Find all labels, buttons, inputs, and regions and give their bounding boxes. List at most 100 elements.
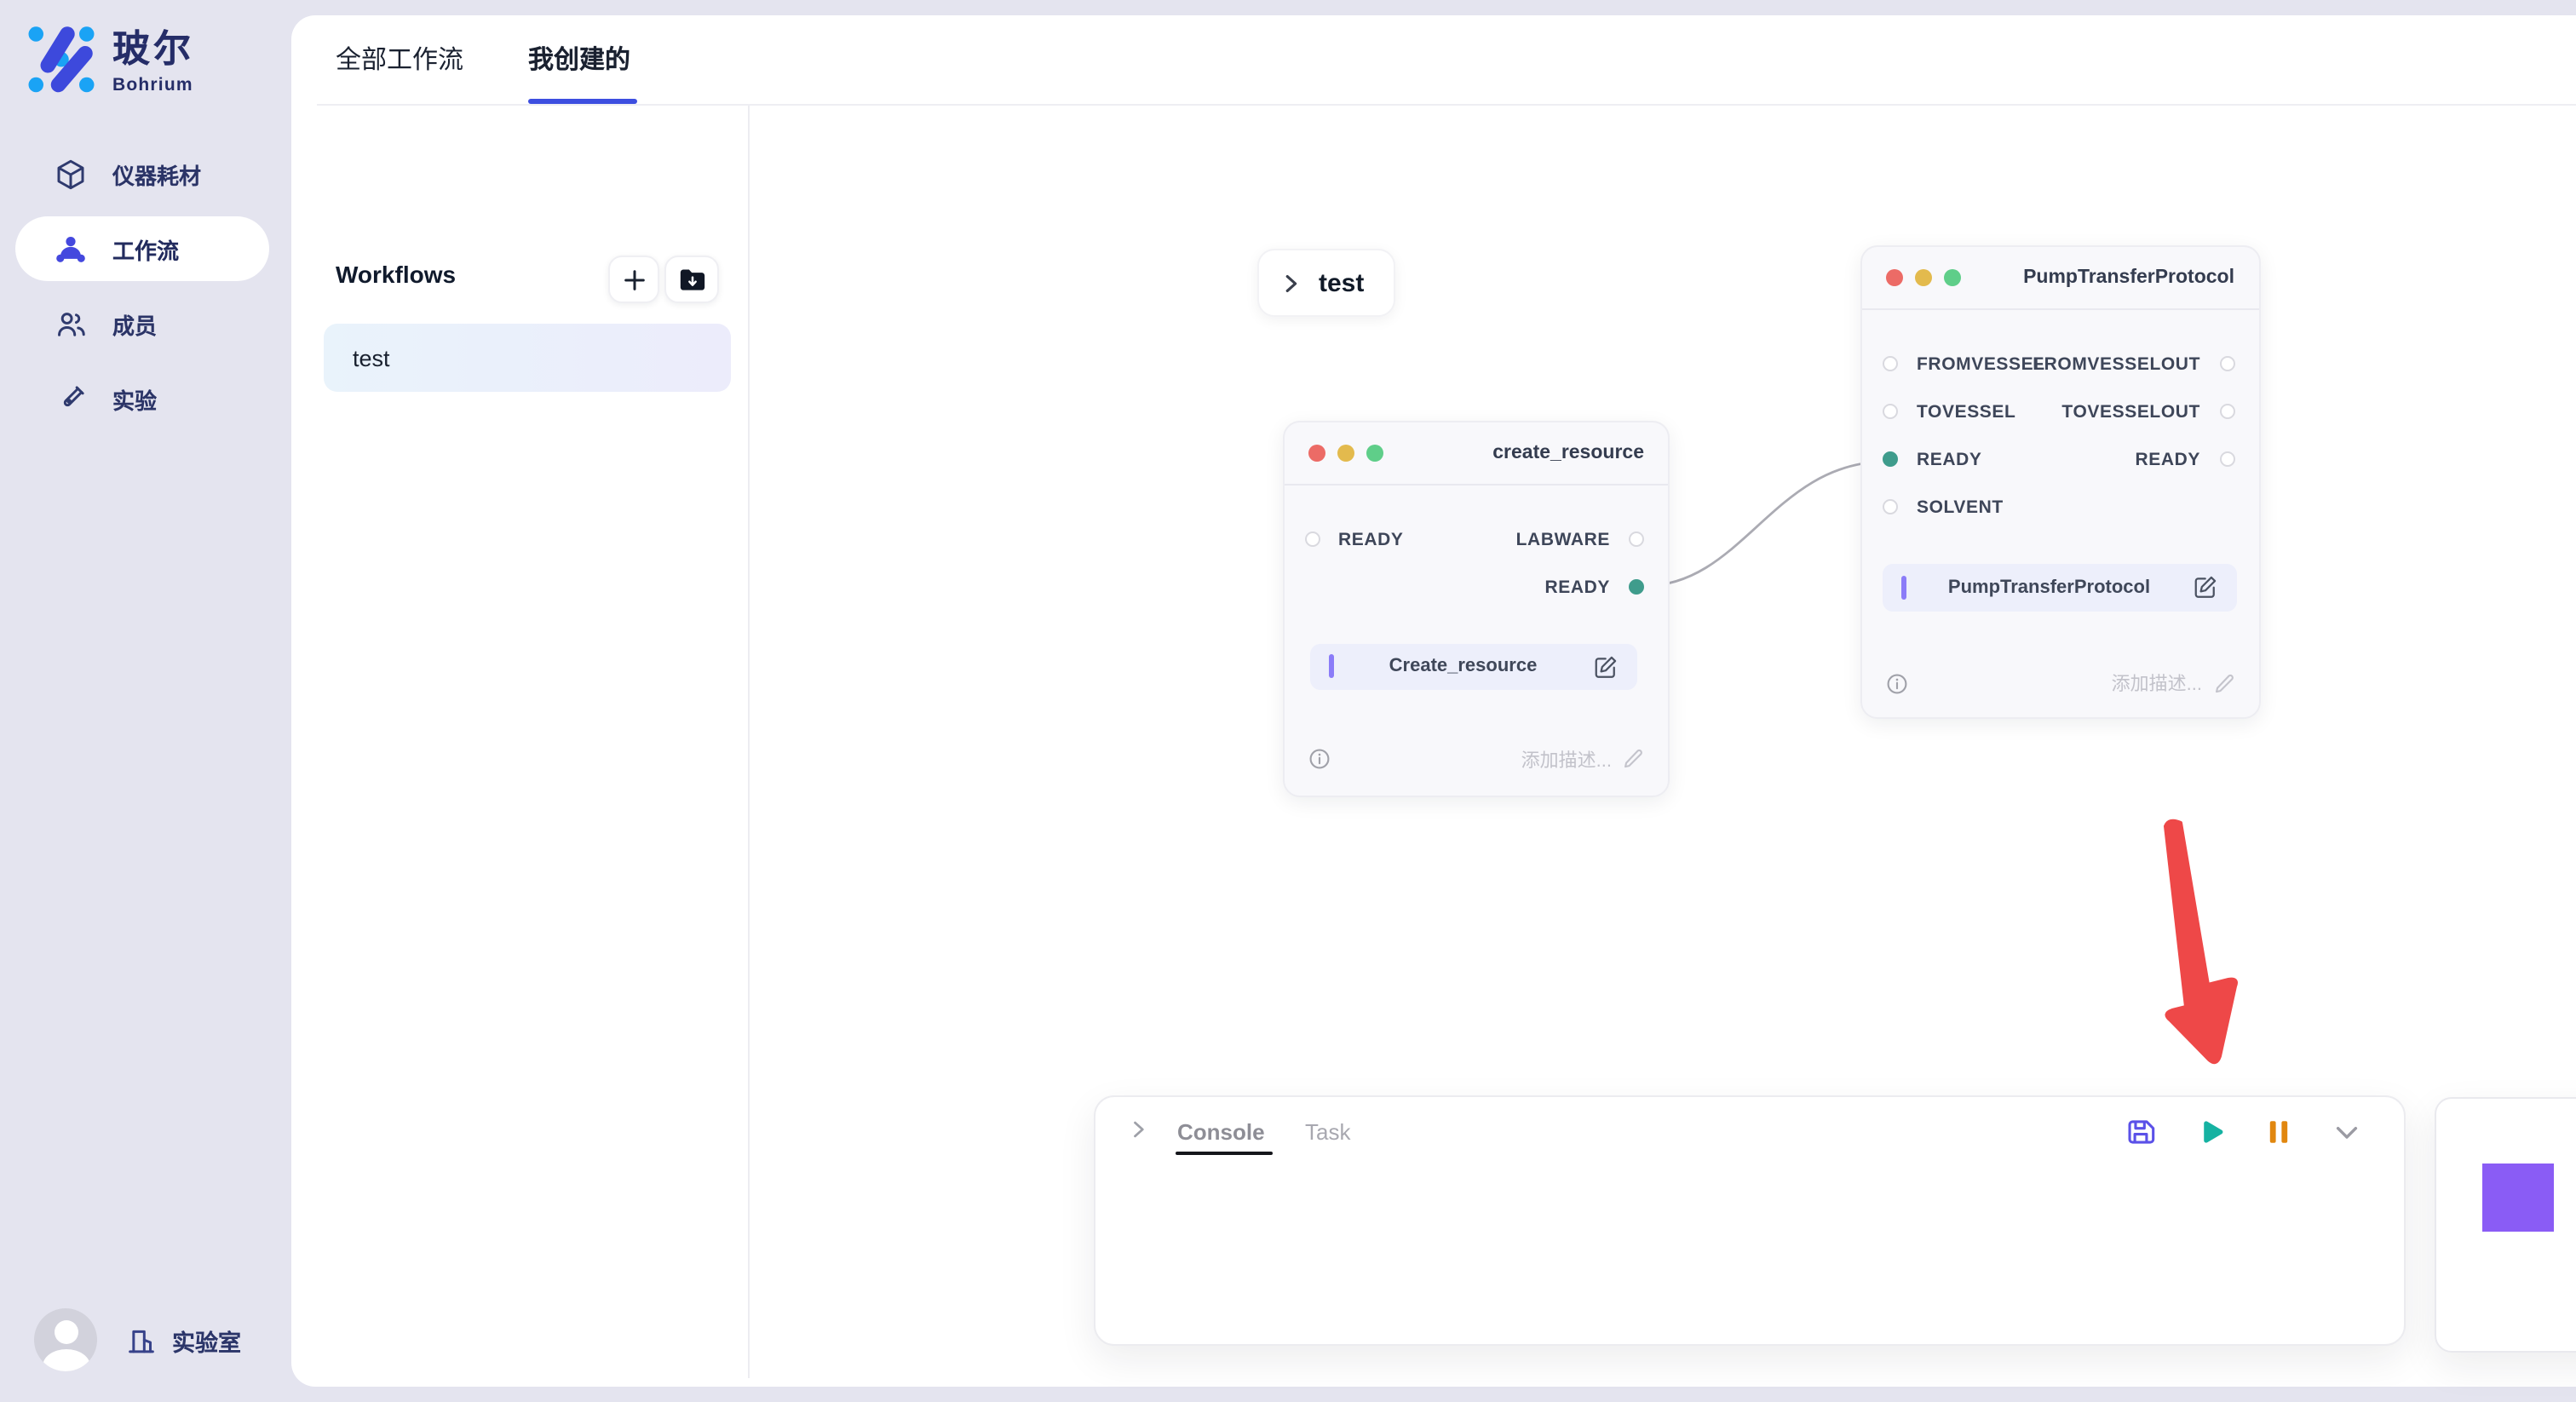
active-tab-indicator [528, 99, 637, 104]
pause-icon[interactable] [2264, 1116, 2293, 1148]
minimap[interactable] [2435, 1097, 2576, 1353]
app-sidebar: 玻尔 Bohrium 仪器耗材 工作流 [0, 0, 291, 1402]
dot-green-icon [1366, 444, 1383, 461]
node-create-resource[interactable]: create_resource READY LABWARE READY Crea… [1282, 420, 1670, 796]
workflows-panel: Workflows test [291, 106, 748, 1387]
console-tab[interactable]: Console [1177, 1119, 1265, 1145]
sidebar-item-workflow[interactable]: 工作流 [15, 216, 269, 281]
port-label: READY [1917, 450, 1982, 470]
description-placeholder: 添加描述... [1521, 750, 1612, 771]
workspace-switcher[interactable]: 实验室 [124, 1323, 241, 1357]
chevron-right-icon [1285, 273, 1297, 292]
tabbar-divider [317, 104, 2576, 106]
sidebar-item-members[interactable]: 成员 [15, 291, 269, 356]
red-annotation-arrow [2164, 819, 2238, 1065]
brand[interactable]: 玻尔 Bohrium [26, 19, 194, 95]
task-tab[interactable]: Task [1305, 1119, 1351, 1145]
sidebar-item-experiments[interactable]: 实验 [15, 366, 269, 431]
workflows-panel-title: Workflows [336, 261, 457, 288]
console-collapse-icon[interactable] [1126, 1118, 1150, 1141]
port-label: FROMVESSELOUT [2033, 354, 2200, 375]
edit-icon [1595, 656, 1617, 678]
port-label: TOVESSEL [1917, 402, 2016, 422]
breadcrumb-label: test [1319, 268, 1365, 297]
port-label: READY [2135, 450, 2200, 470]
node-title: PumpTransferProtocol [2023, 267, 2234, 288]
cursor-bar [1901, 575, 1906, 600]
minimap-node-create-resource [2482, 1164, 2553, 1232]
building-icon [124, 1323, 158, 1357]
port-label: FROMVESSEL [1917, 354, 2045, 375]
sidebar-item-label: 实验 [112, 388, 158, 413]
sidebar-item-label: 成员 [112, 313, 158, 338]
node-description-field[interactable]: 添加描述... [2112, 669, 2234, 697]
node-header[interactable]: PumpTransferProtocol [1862, 247, 2258, 310]
node-description-field[interactable]: 添加描述... [1521, 745, 1644, 773]
sidebar-item-instruments[interactable]: 仪器耗材 [15, 141, 269, 206]
folder-import-icon [679, 268, 704, 290]
brand-title: 玻尔 [112, 27, 195, 70]
main-panel: 全部工作流 我创建的 Workflows test [291, 15, 2576, 1387]
team-icon [53, 231, 89, 267]
port-label: SOLVENT [1917, 497, 2004, 518]
workflow-list-item-test[interactable]: test [324, 324, 731, 392]
pencil-icon [2215, 673, 2233, 692]
console-panel: Console Task [1094, 1095, 2406, 1346]
port-in-solvent[interactable] [1883, 499, 1898, 514]
port-label: TOVESSELOUT [2061, 402, 2200, 422]
node-action-button[interactable]: Create_resource [1309, 643, 1637, 690]
workspace-label: 实验室 [172, 1330, 241, 1355]
edge-create-resource-to-pump [1643, 460, 1887, 588]
port-in-ready[interactable] [1304, 531, 1320, 546]
node-action-label: PumpTransferProtocol [1947, 577, 2151, 598]
port-in-tovessel[interactable] [1883, 404, 1898, 419]
node-pump-transfer-protocol[interactable]: PumpTransferProtocol FROMVESSEL FROMVESS… [1860, 245, 2260, 719]
panel-divider [748, 106, 750, 1378]
port-out-fromvesselout[interactable] [2219, 356, 2234, 371]
add-workflow-button[interactable] [608, 256, 659, 303]
breadcrumb[interactable]: test [1257, 249, 1395, 317]
dot-yellow-icon [1337, 444, 1354, 461]
workflow-tabbar: 全部工作流 我创建的 [291, 15, 2576, 106]
node-action-label: Create_resource [1389, 656, 1538, 677]
port-out-labware[interactable] [1629, 531, 1644, 546]
bohrium-logo-icon [26, 21, 97, 93]
dot-red-icon [1886, 269, 1903, 286]
port-label: READY [1544, 577, 1610, 597]
brand-subtitle: Bohrium [112, 75, 193, 95]
console-active-indicator [1176, 1152, 1273, 1155]
description-placeholder: 添加描述... [2111, 675, 2202, 695]
pencil-icon [1624, 749, 1642, 768]
port-out-ready[interactable] [2219, 451, 2234, 467]
testtube-icon [53, 381, 89, 417]
chevron-down-icon[interactable] [2331, 1116, 2363, 1148]
port-out-tovesselout[interactable] [2219, 404, 2234, 419]
dot-yellow-icon [1915, 269, 1932, 286]
user-avatar[interactable] [34, 1308, 97, 1371]
tab-all-workflows[interactable]: 全部工作流 [336, 46, 464, 75]
node-header[interactable]: create_resource [1284, 422, 1668, 485]
cube-icon [53, 156, 89, 192]
port-in-ready[interactable] [1883, 451, 1898, 467]
edit-icon [2194, 577, 2216, 599]
import-folder-button[interactable] [664, 256, 719, 303]
cursor-bar [1328, 654, 1333, 679]
save-icon[interactable] [2125, 1116, 2157, 1148]
info-icon[interactable] [1308, 748, 1330, 770]
tab-created-by-me[interactable]: 我创建的 [528, 46, 631, 75]
run-icon[interactable] [2194, 1116, 2227, 1148]
users-icon [53, 306, 89, 342]
port-in-fromvessel[interactable] [1883, 356, 1898, 371]
node-title: create_resource [1492, 442, 1644, 463]
flow-canvas[interactable]: test 美化 [750, 106, 2576, 1387]
port-out-ready[interactable] [1629, 578, 1644, 594]
dot-green-icon [1944, 269, 1961, 286]
info-icon[interactable] [1886, 672, 1908, 694]
plus-icon [624, 269, 644, 290]
dot-red-icon [1308, 444, 1325, 461]
port-label: LABWARE [1515, 529, 1610, 549]
sidebar-item-label: 仪器耗材 [112, 163, 202, 188]
port-label: READY [1338, 529, 1404, 549]
node-action-button[interactable]: PumpTransferProtocol [1883, 564, 2236, 611]
